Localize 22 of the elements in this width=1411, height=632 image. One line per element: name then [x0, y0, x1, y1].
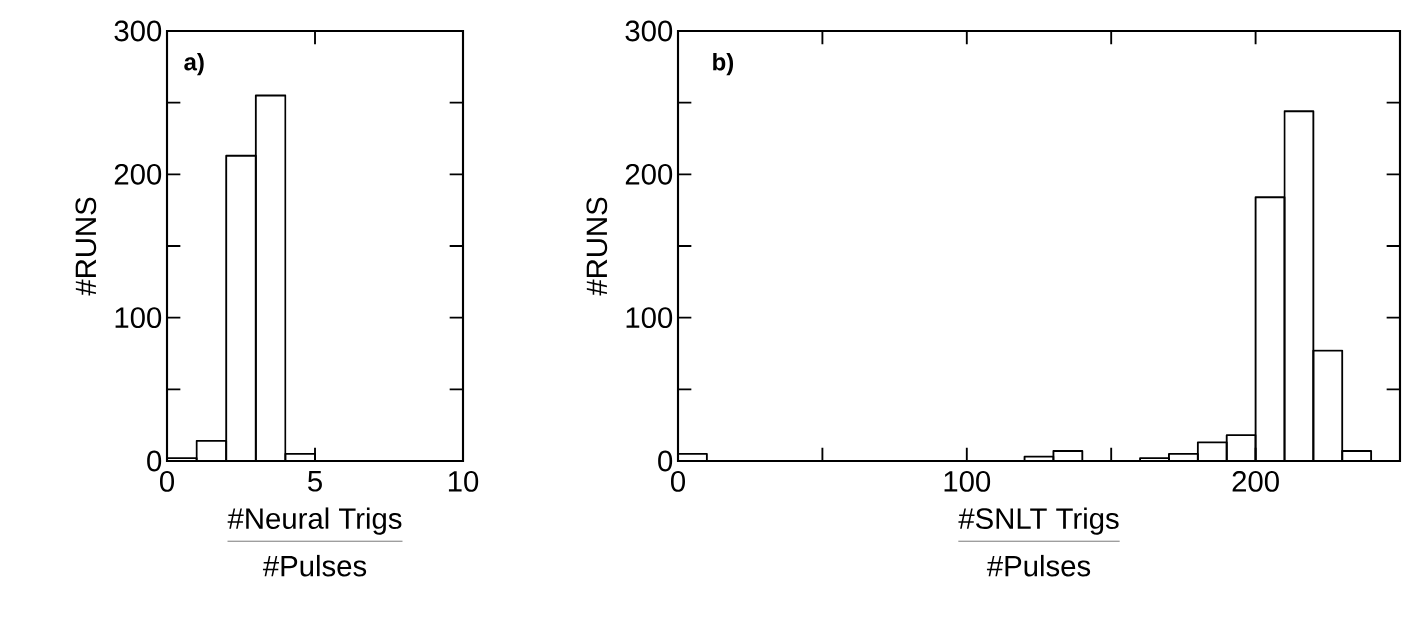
text: #Pulses [986, 554, 1091, 577]
x-tick-label: 10 [448, 471, 479, 492]
y-tick-label: 300 [114, 20, 162, 42]
y-axis-title: #RUNS [75, 197, 97, 296]
y-tick-label: 0 [147, 450, 162, 472]
y-tick-label: 100 [115, 307, 162, 329]
y-tick-label: 300 [625, 20, 673, 42]
y-tick-label: 200 [625, 163, 673, 185]
x-tick-label: 0 [671, 471, 686, 492]
y-axis-title: #RUNS [586, 197, 608, 296]
annotation: b) [713, 52, 734, 76]
x-axis-title: #SNLT Trigs [958, 507, 1119, 535]
y-tick-label: 200 [114, 163, 162, 185]
y-tick-label: 100 [626, 307, 673, 329]
x-tick-label: 200 [1232, 471, 1279, 492]
y-tick-label: 0 [658, 450, 673, 472]
x-tick-label: 5 [308, 471, 322, 492]
text: #Pulses [262, 554, 367, 577]
x-axis-title: #Neural Trigs [227, 507, 402, 535]
x-tick-label: 0 [160, 471, 175, 492]
x-tick-label: 100 [944, 471, 991, 492]
annotation: a) [184, 52, 204, 76]
